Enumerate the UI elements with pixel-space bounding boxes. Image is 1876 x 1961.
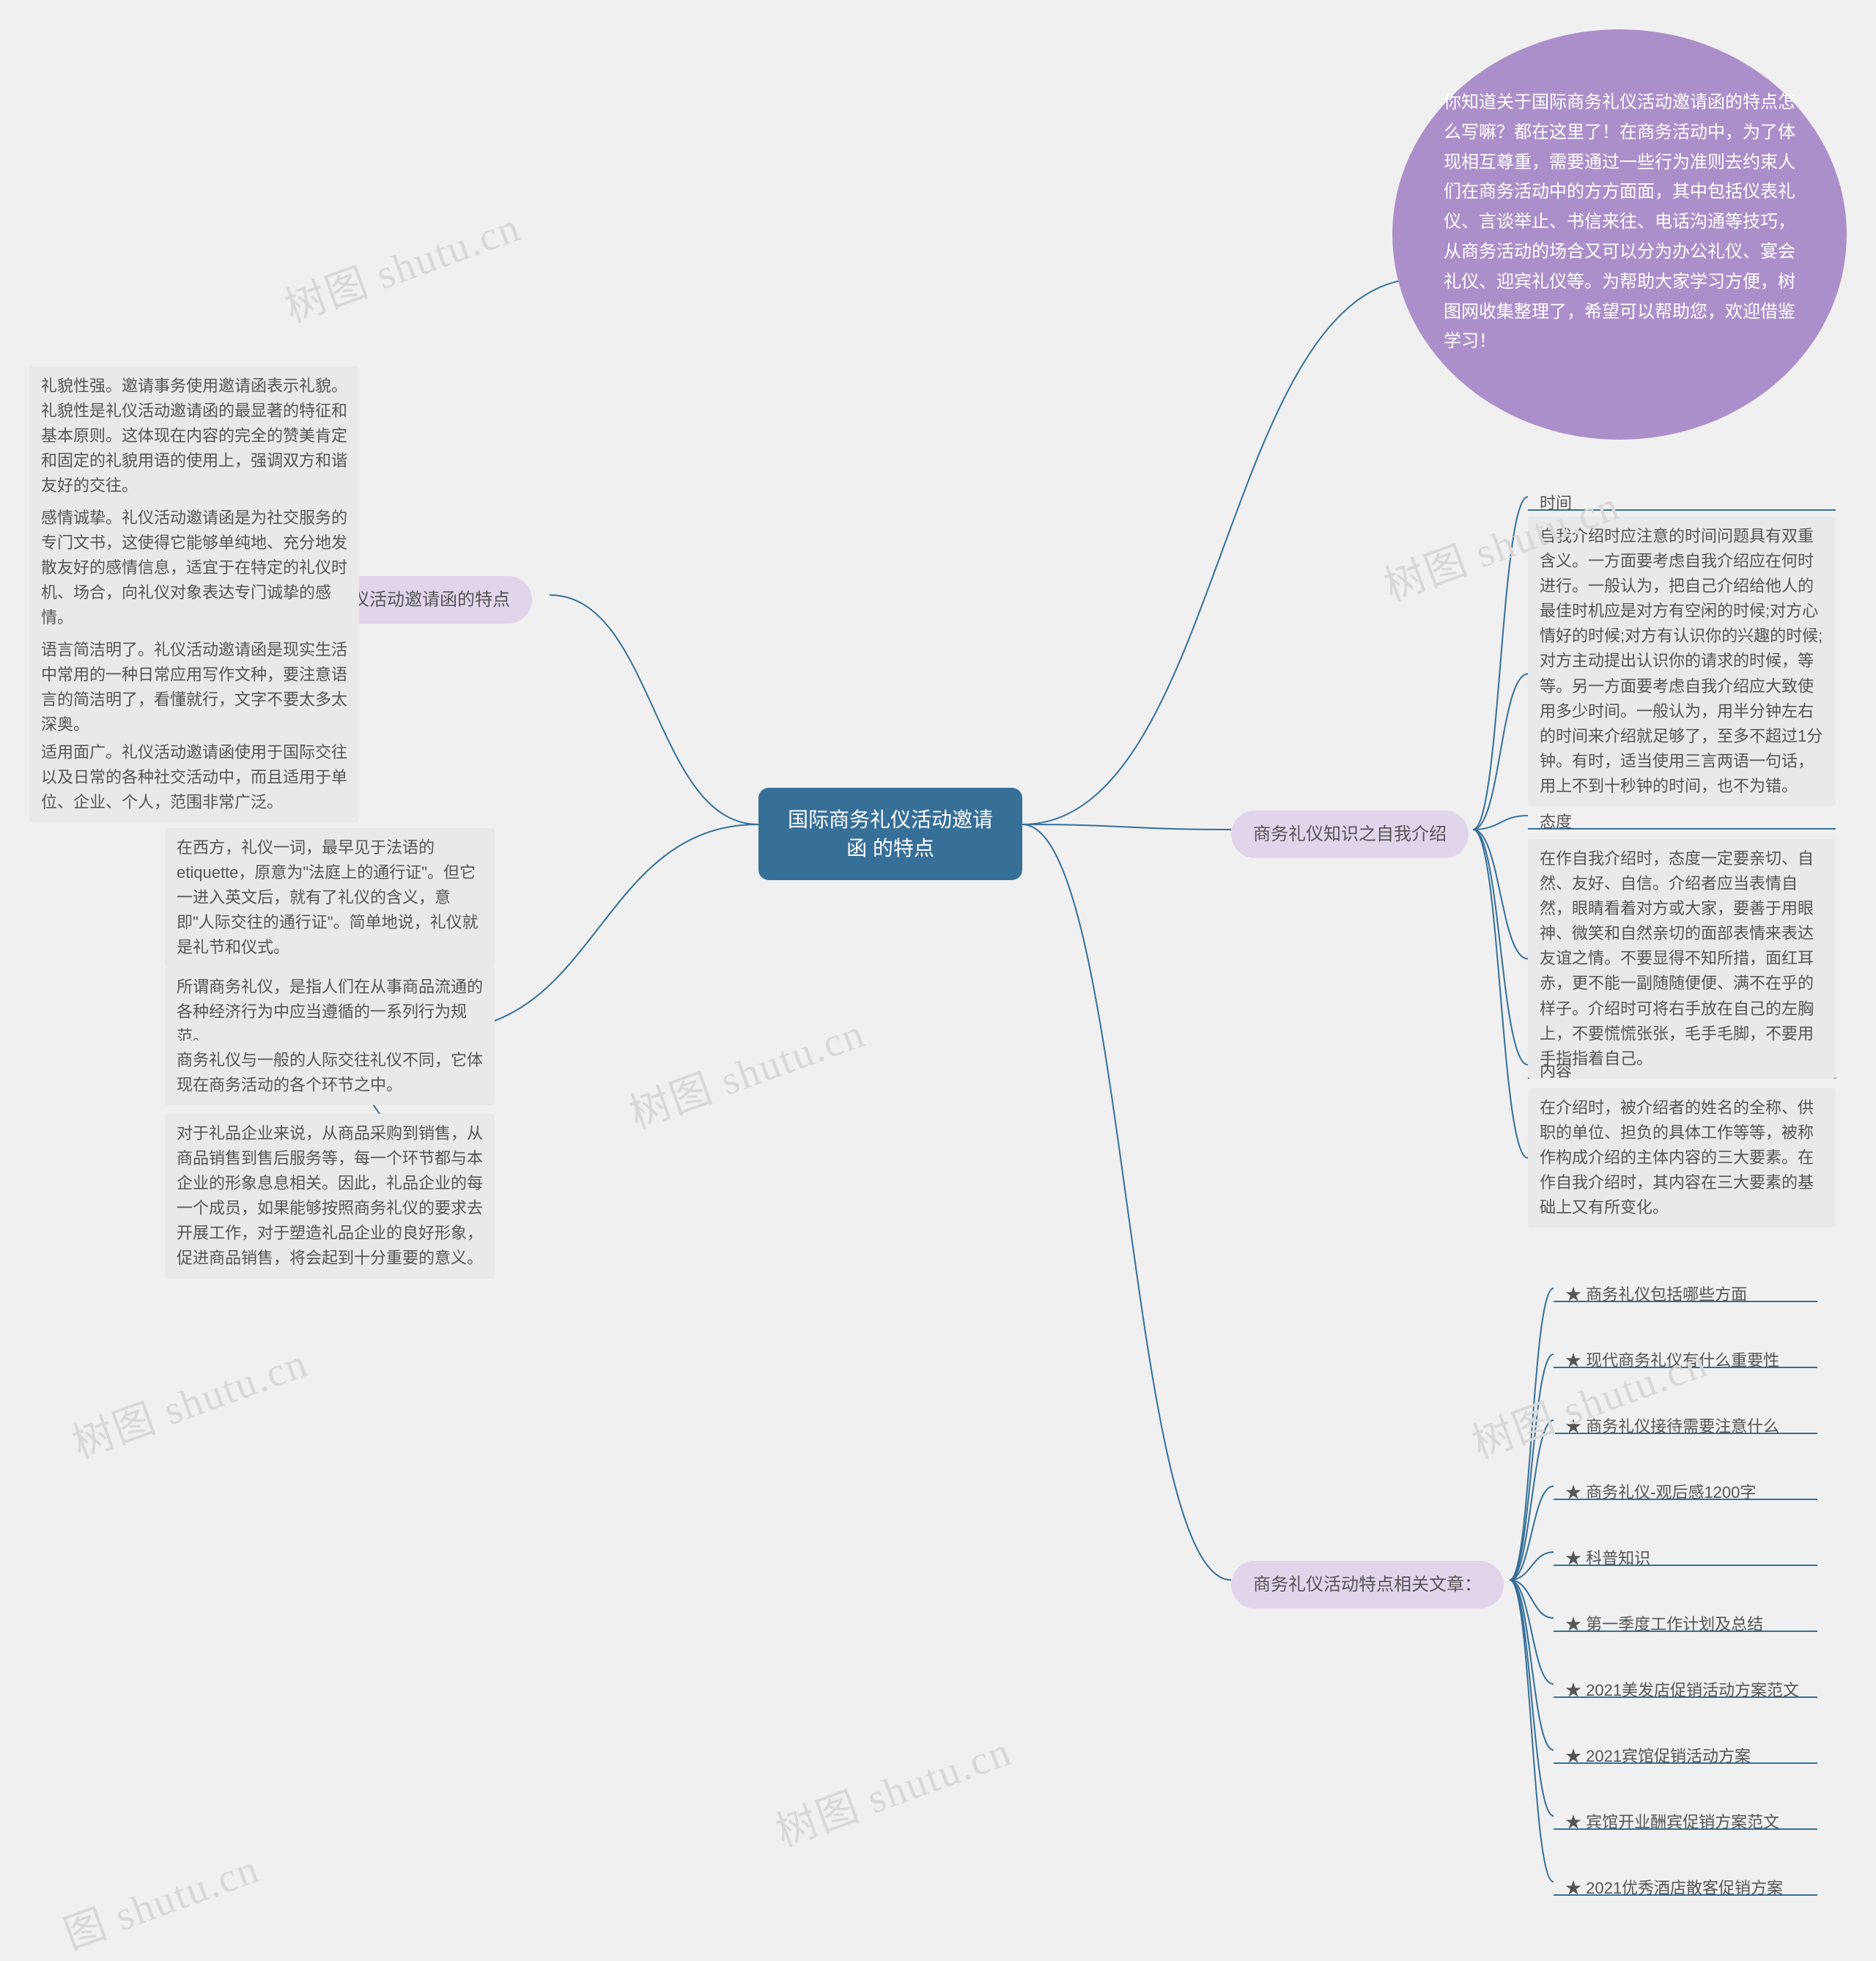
leaf-line[interactable]: ★ 现代商务礼仪有什么重要性 [1554,1341,1817,1381]
leaf-box: 语言简洁明了。礼仪活动邀请函是现实生活中常用的一种日常应用写作文种，要注意语言的… [29,630,359,745]
leaf-box: 适用面广。礼仪活动邀请函使用于国际交往以及日常的各种社交活动中，而且适用于单位、… [29,733,359,822]
leaf-line[interactable]: ★ 2021优秀酒店散客促销方案 [1554,1869,1817,1908]
leaf-line[interactable]: ★ 科普知识 [1554,1539,1817,1578]
leaf-box: 对于礼品企业来说，从商品采购到销售，从商品销售到售后服务等，每一个环节都与本企业… [165,1114,495,1279]
leaf-box: 在介绍时，被介绍者的姓名的全称、供职的单位、担负的具体工作等等，被称作构成介绍的… [1528,1088,1836,1227]
branch-node[interactable]: 商务礼仪知识之自我介绍 [1231,810,1469,858]
leaf-line[interactable]: ★ 商务礼仪-观后感1200字 [1554,1473,1817,1513]
root-node[interactable]: 国际商务礼仪活动邀请函 的特点 [758,788,1022,880]
leaf-line[interactable]: 态度 [1528,802,1836,842]
leaf-box: 礼貌性强。邀请事务使用邀请函表示礼貌。礼貌性是礼仪活动邀请函的最显著的特征和基本… [29,366,359,506]
intro-bubble: 你知道关于国际商务礼仪活动邀请函的特点怎么写嘛？都在这里了！在商务活动中，为了体… [1392,29,1847,440]
leaf-line[interactable]: ★ 商务礼仪接待需要注意什么 [1554,1407,1817,1447]
leaf-box: 在西方，礼仪一词，最早见于法语的etiquette，原意为"法庭上的通行证"。但… [165,828,495,967]
leaf-line[interactable]: ★ 宾馆开业酬宾促销方案范文 [1554,1803,1817,1842]
leaf-box: 感情诚挚。礼仪活动邀请函是为社交服务的专门文书，这使得它能够单纯地、充分地发散友… [29,498,359,638]
leaf-line[interactable]: 内容 [1528,1052,1836,1091]
leaf-line[interactable]: ★ 2021美发店促销活动方案范文 [1554,1671,1817,1710]
leaf-box: 商务礼仪与一般的人际交往礼仪不同，它体现在商务活动的各个环节之中。 [165,1041,495,1105]
leaf-line[interactable]: ★ 2021宾馆促销活动方案 [1554,1737,1817,1776]
leaf-line[interactable]: ★ 商务礼仪包括哪些方面 [1554,1275,1817,1315]
leaf-box: 在作自我介绍时，态度一定要亲切、自然、友好、自信。介绍者应当表情自然，眼睛看着对… [1528,839,1836,1079]
branch-node[interactable]: 商务礼仪活动特点相关文章： [1231,1561,1504,1609]
leaf-box: 自我介绍时应注意的时间问题具有双重含义。一方面要考虑自我介绍应在何时进行。一般认… [1528,517,1836,806]
leaf-line[interactable]: ★ 第一季度工作计划及总结 [1554,1605,1817,1644]
